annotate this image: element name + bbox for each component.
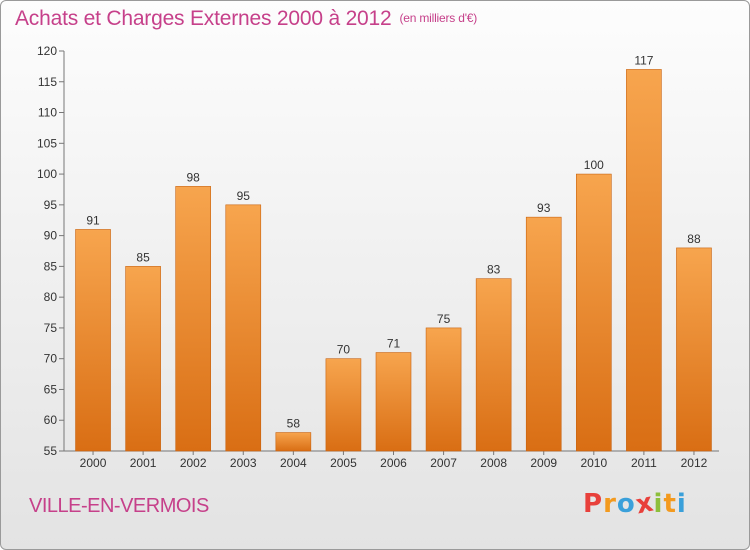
x-tick-label: 2012 [681, 456, 708, 470]
bar-2002 [175, 186, 211, 452]
value-label-2004: 58 [287, 417, 301, 431]
y-tick-label: 115 [38, 75, 57, 89]
bar-2008 [475, 278, 512, 452]
x-tick-label: 2004 [280, 456, 307, 470]
value-label-2001: 85 [136, 250, 150, 264]
x-tick-label: 2003 [230, 456, 257, 470]
bar-2003 [225, 204, 262, 452]
y-tick-label: 80 [44, 290, 58, 304]
y-tick-label: 100 [37, 167, 57, 181]
x-tick-label: 2011 [631, 456, 657, 470]
proxiti-logo: Proxiti [583, 487, 687, 520]
bar-2004 [275, 432, 312, 452]
value-label-2005: 70 [337, 343, 351, 357]
x-tick-label: 2000 [80, 456, 107, 470]
x-tick-label: 2001 [130, 456, 157, 470]
value-label-2003: 95 [237, 189, 251, 203]
bar-2009 [525, 216, 562, 452]
y-tick-label: 75 [44, 321, 58, 335]
value-label-2010: 100 [584, 158, 604, 172]
value-label-2011: 117 [634, 53, 653, 67]
logo-letter: r [603, 489, 617, 519]
y-tick-label: 110 [38, 106, 57, 120]
commune-name: VILLE-EN-VERMOIS [29, 495, 209, 517]
x-axis: 2000 2001 2002 2003 2004 2005 2006 2007 2008 2009… [64, 450, 719, 470]
value-label-2009: 93 [537, 201, 551, 215]
y-tick-label: 90 [44, 229, 58, 243]
value-label-2007: 75 [437, 312, 451, 326]
y-tick-label: 85 [44, 259, 58, 273]
y-tick-label: 70 [44, 352, 58, 366]
x-tick-label: 2002 [180, 456, 207, 470]
bars [75, 69, 712, 452]
value-label-2000: 91 [86, 213, 100, 227]
bar-2010 [576, 173, 612, 452]
value-label-2008: 83 [487, 263, 501, 277]
bar-2001 [125, 266, 161, 452]
bar-2007 [425, 327, 462, 452]
x-tick-label: 2007 [430, 456, 457, 470]
x-tick-label: 2006 [380, 456, 407, 470]
bar-2012 [676, 247, 712, 452]
bar-2011 [626, 69, 662, 452]
y-tick-label: 95 [44, 198, 58, 212]
x-tick-label: 2010 [580, 456, 607, 470]
y-tick-label: 65 [44, 382, 58, 396]
y-axis: 55 60 65 70 75 80 85 90 95 100 105 110 115 120 [37, 44, 65, 458]
y-tick-label: 120 [37, 44, 57, 58]
x-tick-label: 2008 [480, 456, 507, 470]
value-label-2006: 71 [387, 337, 401, 351]
y-tick-label: 55 [44, 444, 58, 458]
chart-title: Achats et Charges Externes 2000 à 2012 (e… [15, 7, 477, 31]
bar-2005 [325, 358, 362, 452]
logo-letter: P [583, 489, 604, 519]
value-labels: 91 85 98 95 58 70 71 75 83 93 100 117 88 [86, 53, 701, 430]
value-label-2012: 88 [687, 232, 701, 246]
chart-unit: (en milliers d'€) [399, 11, 478, 25]
x-tick-label: 2005 [330, 456, 357, 470]
chart-title-text: Achats et Charges Externes 2000 à 2012 [15, 7, 392, 30]
y-tick-label: 105 [37, 136, 57, 150]
logo-letter: t [663, 489, 677, 519]
bar-2006 [375, 352, 412, 452]
logo-letter: i [653, 489, 664, 519]
logo-letter: i [676, 489, 687, 519]
x-tick-label: 2009 [530, 456, 557, 470]
y-tick-label: 60 [44, 413, 58, 427]
bar-2000 [75, 229, 111, 452]
value-label-2002: 98 [187, 170, 201, 184]
logo-letter: o [616, 489, 636, 519]
